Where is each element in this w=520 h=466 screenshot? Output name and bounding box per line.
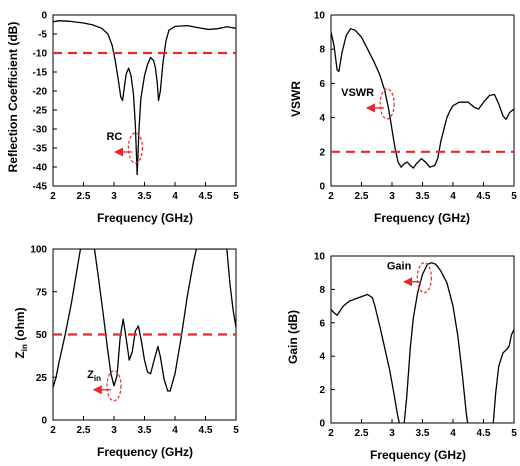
panel-2-ylabel-suffix: (ohm) xyxy=(13,307,27,344)
panel-3-annotation-text: Gain xyxy=(387,261,412,273)
panel-0-ytick-label: -25 xyxy=(33,106,48,117)
panel-0-ytick-label: -10 xyxy=(33,49,48,60)
panel-3-ytick-label: 2 xyxy=(319,385,325,396)
panel-2-ylabel: Zin (ohm) xyxy=(13,307,29,358)
panel-0-xtick-label: 3 xyxy=(111,191,117,202)
panel-2-annotation-ellipse xyxy=(106,370,122,402)
panel-2-ytick-label: 75 xyxy=(36,287,48,298)
panel-1-data-line xyxy=(331,28,514,169)
panel-1-annotation-label: VSWR xyxy=(341,87,374,99)
panel-0-ytick-label: -20 xyxy=(33,87,48,98)
panel-3-plot-frame xyxy=(330,255,515,424)
panel-0-ytick-label: -5 xyxy=(38,30,47,41)
panel-1-xtick-label: 3 xyxy=(389,191,395,202)
panel-2-ytick-label: 0 xyxy=(41,416,47,427)
panel-3-xtick-label: 4.5 xyxy=(477,428,491,439)
panel-1-xtick-label: 2 xyxy=(328,191,334,202)
panel-0-plot-frame xyxy=(52,14,237,187)
panel-1-ylabel: VSWR xyxy=(289,81,303,117)
panel-0-xtick-label: 4.5 xyxy=(199,191,213,202)
panel-3-annotation-label: Gain xyxy=(387,261,412,273)
panel-0-ytick-label: -45 xyxy=(33,182,48,193)
panel-2-annotation-label: Zin xyxy=(87,369,101,383)
panel-3-data-line xyxy=(403,262,469,423)
panel-1-xtick-label: 4.5 xyxy=(477,191,491,202)
panel-0-ytick-label: -15 xyxy=(33,68,48,79)
panel-2-xtick-label: 4 xyxy=(172,425,178,436)
panel-0-series-group xyxy=(53,20,236,176)
panel-3-xtick-label: 4 xyxy=(450,428,456,439)
panel-1-series-group xyxy=(331,28,514,169)
panel-2-ylabel-sub: in xyxy=(20,344,29,351)
panel-0-xtick-label: 3.5 xyxy=(138,191,152,202)
panel-1-ytick-label: 8 xyxy=(319,45,325,56)
panel-0-xlabel: Frequency (GHz) xyxy=(97,211,193,225)
panel-2-xtick-label: 3.5 xyxy=(138,425,152,436)
panel-0-ytick-label: -40 xyxy=(33,163,48,174)
panel-0-ytick-label: 0 xyxy=(41,11,47,22)
panel-1-ytick-label: 0 xyxy=(319,182,325,193)
panel-3-ytick-label: 6 xyxy=(319,318,325,329)
panel-0-xtick-label: 2.5 xyxy=(77,191,91,202)
panel-3-xtick-label: 2 xyxy=(328,428,334,439)
panel-3-xtick-label: 2.5 xyxy=(355,428,369,439)
panel-2-xtick-label: 3 xyxy=(111,425,117,436)
panel-2-annotation-subscript: in xyxy=(94,374,101,383)
panel-1-xtick-label: 2.5 xyxy=(355,191,369,202)
panel-1-xtick-label: 5 xyxy=(511,191,517,202)
panel-3-ytick-label: 10 xyxy=(314,252,326,263)
panel-3-series-group xyxy=(331,262,514,423)
panel-3-ytick-label: 0 xyxy=(319,419,325,430)
panel-0-annotation-label: RC xyxy=(106,131,122,143)
panel-0-ylabel: Reflection Coefficient (dB) xyxy=(6,22,20,173)
panel-3-ytick-label: 8 xyxy=(319,285,325,296)
panel-3-data-line xyxy=(331,293,400,423)
panel-1-ytick-label: 4 xyxy=(319,113,325,124)
panel-impedance: Zin (ohm) Frequency (GHz) 2 2.5 3 3.5 4 4.5 50… xyxy=(13,245,239,460)
panel-2-xlabel: Frequency (GHz) xyxy=(97,445,193,459)
panel-0-xtick-label: 4 xyxy=(172,191,178,202)
panel-2-xtick-label: 2.5 xyxy=(77,425,91,436)
panel-gain: Gain (dB) Frequency (GHz) 2 2.5 3 3.5 4 4.5 5 0… xyxy=(286,252,517,463)
panel-2-data-line xyxy=(53,249,236,392)
panel-1-xtick-label: 3.5 xyxy=(416,191,430,202)
panel-3-ytick-label: 4 xyxy=(319,352,325,363)
panel-3-ylabel: Gain (dB) xyxy=(286,310,300,364)
panel-0-data-line xyxy=(53,20,236,176)
panel-0-ytick-label: -35 xyxy=(33,144,48,155)
panel-2-annotation-text: Z xyxy=(87,369,94,381)
panel-1-annotation-ellipse xyxy=(379,88,395,120)
panel-3-xtick-label: 5 xyxy=(511,428,517,439)
panel-2-ytick-label: 50 xyxy=(36,330,48,341)
panel-0-annotation-ellipse xyxy=(127,132,143,164)
panel-1-annotation-text: VSWR xyxy=(341,87,374,99)
panel-3-xtick-label: 3.5 xyxy=(416,428,430,439)
panel-0-xtick-label: 2 xyxy=(50,191,56,202)
panel-2-xtick-label: 4.5 xyxy=(199,425,213,436)
panel-1-xtick-label: 4 xyxy=(450,191,456,202)
panel-3-annotation-ellipse xyxy=(416,262,432,294)
panel-1-ytick-label: 2 xyxy=(319,147,325,158)
panel-vswr: VSWR Frequency (GHz) 2 2.5 3 3.5 4 4.5 5024681… xyxy=(289,11,517,226)
panel-3-xtick-label: 3 xyxy=(389,428,395,439)
panel-2-ytick-label: 25 xyxy=(36,373,48,384)
panel-2-ytick-label: 100 xyxy=(30,245,47,256)
panel-0-annotation-text: RC xyxy=(106,131,122,143)
panel-reflection-coefficient: Reflection Coefficient (dB) Frequency (G… xyxy=(6,11,239,226)
panel-1-ytick-label: 10 xyxy=(314,11,326,22)
panel-3-data-line xyxy=(492,329,514,423)
panel-2-series-group xyxy=(53,249,236,392)
panel-2-xtick-label: 5 xyxy=(233,425,239,436)
panel-3-xlabel: Frequency (GHz) xyxy=(370,448,466,462)
panel-2-xtick-label: 2 xyxy=(50,425,56,436)
panel-1-ytick-label: 6 xyxy=(319,79,325,90)
panel-0-xtick-label: 5 xyxy=(233,191,239,202)
panel-0-ytick-label: -30 xyxy=(33,125,48,136)
panel-2-ylabel-main: Z xyxy=(13,351,27,358)
panel-1-xlabel: Frequency (GHz) xyxy=(374,211,470,225)
